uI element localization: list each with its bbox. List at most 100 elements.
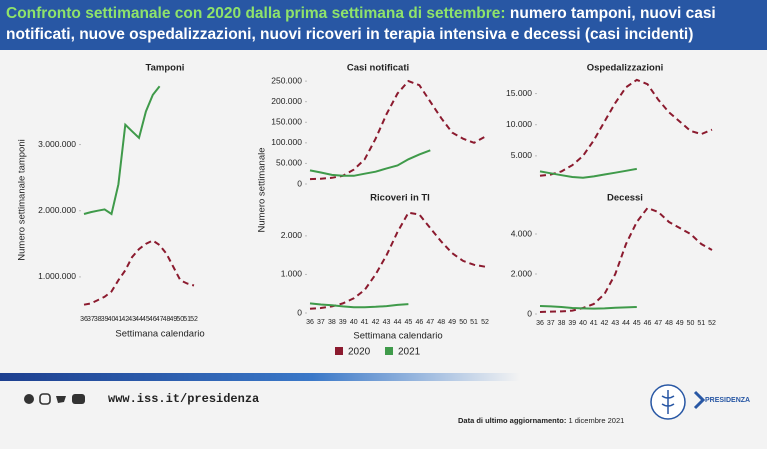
y-axis-label: Numero settimanale tamponi: [17, 139, 28, 260]
x-tick-label: 37: [317, 319, 325, 326]
x-axis-label: Settimana calendario: [115, 329, 204, 340]
y-tick-label: 2.000: [281, 230, 303, 240]
update-label: Data di ultimo aggiornamento:: [458, 416, 566, 425]
facebook-icon[interactable]: [24, 394, 34, 404]
x-tick-label: 40: [579, 320, 587, 327]
title-rest: numero tamponi, nuovi casi notificati, n…: [6, 5, 716, 43]
x-tick-label: 49: [448, 319, 456, 326]
x-tick-label: 44: [622, 320, 630, 327]
series-line: [539, 305, 637, 310]
footer-bar: [0, 373, 520, 381]
y-tick-label: 250.000: [271, 75, 302, 85]
series-line: [539, 167, 637, 179]
x-tick-label: 36: [306, 319, 314, 326]
x-tick-label: 44: [394, 319, 402, 326]
x-tick-label: 38: [94, 316, 102, 323]
x-tick-label: 39: [101, 316, 109, 323]
x-tick-label: 37: [547, 320, 555, 327]
chart-title: Decessi: [607, 193, 643, 204]
slide-title: Confronto settimanale con 2020 dalla pri…: [6, 3, 761, 45]
x-tick-label: 44: [135, 316, 143, 323]
y-tick-label: 0: [297, 307, 302, 317]
y-tick-label: 100.000: [271, 137, 302, 147]
twitter-icon[interactable]: [56, 396, 66, 403]
x-tick-label: 39: [339, 319, 347, 326]
x-tick-label: 52: [190, 316, 198, 323]
x-tick-label: 52: [481, 319, 489, 326]
x-tick-label: 36: [536, 320, 544, 327]
y-tick-label: 5.000: [511, 150, 533, 160]
x-tick-label: 47: [654, 320, 662, 327]
chart-title: Ospedalizzazioni: [587, 63, 664, 74]
legend-swatch: [385, 347, 393, 355]
x-tick-label: 42: [601, 320, 609, 327]
update-note: Data di ultimo aggiornamento: 1 dicembre…: [458, 416, 624, 425]
x-tick-label: 50: [687, 320, 695, 327]
series-line: [83, 239, 195, 306]
title-lead: Confronto settimanale con 2020 dalla pri…: [6, 5, 506, 22]
legend-label: 2021: [398, 347, 421, 358]
y-tick-label: 4.000: [511, 228, 533, 238]
y-tick-label: 150.000: [271, 117, 302, 127]
y-tick-label: 2.000.000: [38, 205, 76, 215]
series-line: [309, 211, 486, 310]
x-tick-label: 42: [372, 319, 380, 326]
youtube-icon[interactable]: [72, 394, 85, 404]
y-tick-label: 3.000.000: [38, 139, 76, 149]
x-tick-label: 48: [437, 319, 445, 326]
x-tick-label: 51: [697, 320, 705, 327]
series-line: [309, 79, 486, 181]
y-tick-label: 50.000: [276, 158, 302, 168]
y-tick-label: 15.000: [506, 88, 532, 98]
y-tick-label: 1.000: [281, 269, 303, 279]
y-tick-label: 1.000.000: [38, 271, 76, 281]
chart-title: Tamponi: [146, 63, 185, 74]
legend: 2020 2021: [335, 347, 421, 358]
x-tick-label: 41: [590, 320, 598, 327]
x-tick-label: 43: [383, 319, 391, 326]
x-tick-label: 36: [80, 316, 88, 323]
y-tick-label: 2.000: [511, 268, 533, 278]
update-date: 1 dicembre 2021: [568, 416, 624, 425]
x-axis-label: Settimana calendario: [353, 331, 442, 342]
x-tick-label: 43: [128, 316, 136, 323]
series-line: [309, 149, 431, 177]
x-tick-label: 38: [558, 320, 566, 327]
brand: PRESIDENZA: [705, 397, 750, 404]
x-tick-label: 40: [108, 316, 116, 323]
series-line: [83, 85, 161, 216]
legend-label: 2020: [348, 347, 371, 358]
x-tick-label: 46: [149, 316, 157, 323]
iss-logo: PRESIDENZA: [650, 384, 750, 420]
x-tick-label: 45: [142, 316, 150, 323]
series-line: [309, 302, 409, 309]
x-tick-label: 51: [183, 316, 191, 323]
y-tick-label: 0: [297, 178, 302, 188]
x-tick-label: 37: [87, 316, 95, 323]
footer-url[interactable]: www.iss.it/presidenza: [108, 392, 259, 406]
chart-title: Casi notificati: [347, 63, 409, 74]
legend-swatch: [335, 347, 343, 355]
title-box: Confronto settimanale con 2020 dalla pri…: [6, 3, 761, 45]
x-tick-label: 46: [644, 320, 652, 327]
social-icons: [24, 393, 85, 405]
x-tick-label: 49: [676, 320, 684, 327]
charts: Tamponi Numero settimanale tamponi Settima…: [17, 63, 716, 342]
x-tick-label: 43: [611, 320, 619, 327]
x-tick-label: 39: [568, 320, 576, 327]
x-tick-label: 50: [459, 319, 467, 326]
x-tick-label: 52: [708, 320, 716, 327]
x-tick-label: 49: [169, 316, 177, 323]
x-tick-label: 38: [328, 319, 336, 326]
x-tick-label: 47: [156, 316, 164, 323]
x-tick-label: 45: [405, 319, 413, 326]
instagram-icon[interactable]: [39, 393, 51, 405]
y-tick-label: 200.000: [271, 96, 302, 106]
x-tick-label: 46: [415, 319, 423, 326]
x-tick-label: 41: [114, 316, 122, 323]
y-axis-label: Numero settimanale: [257, 147, 268, 232]
x-tick-label: 40: [350, 319, 358, 326]
series-line: [539, 206, 713, 313]
x-tick-label: 50: [176, 316, 184, 323]
